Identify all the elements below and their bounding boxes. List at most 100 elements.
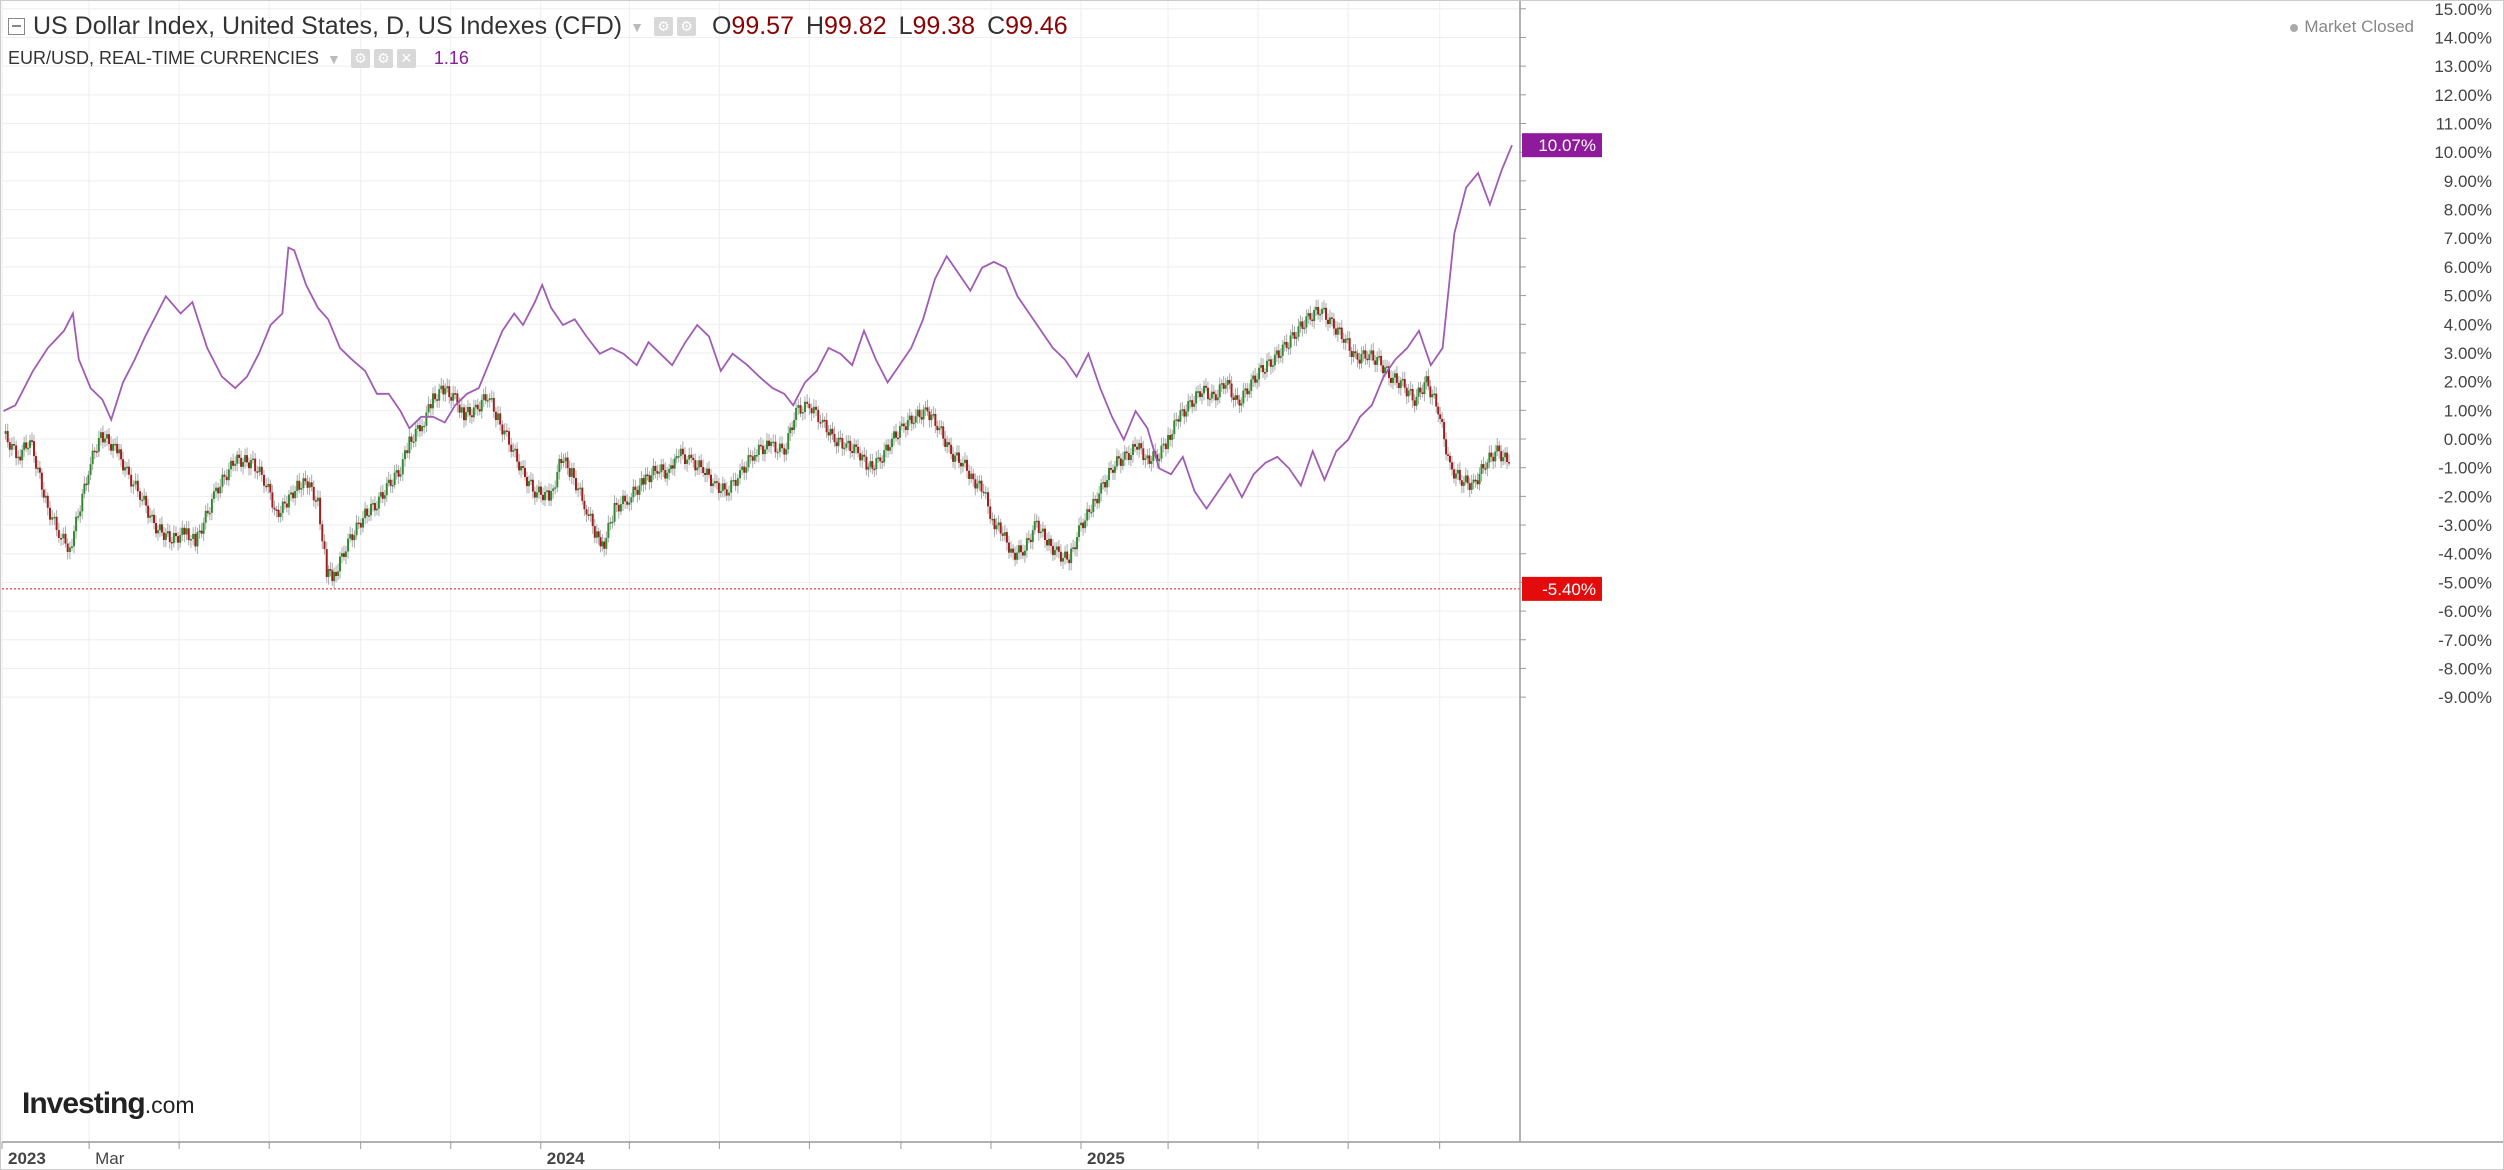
candle-body — [240, 457, 243, 467]
candle-body — [739, 470, 742, 479]
candle-body — [698, 460, 701, 468]
candle-body — [145, 495, 148, 506]
candle-body — [503, 430, 506, 435]
candle-body — [974, 479, 977, 489]
candle-body — [706, 468, 709, 475]
candle-body — [1492, 456, 1495, 462]
candle-body — [1240, 403, 1243, 406]
candle-body — [1291, 332, 1294, 336]
investing-logo[interactable]: Investing.com — [22, 1087, 195, 1121]
candle-body — [859, 453, 862, 461]
candle-body — [799, 405, 802, 414]
logo-suffix: .com — [144, 1092, 195, 1118]
candle-body — [993, 518, 996, 530]
candle-body — [1092, 499, 1095, 512]
candle-body — [1450, 462, 1453, 470]
candle-body — [812, 406, 815, 414]
candle-body — [1185, 411, 1188, 417]
candle-body — [204, 510, 207, 523]
candle-body — [1156, 454, 1159, 462]
candle-body — [265, 485, 268, 488]
candle-body — [753, 455, 756, 461]
candle-body — [1204, 385, 1207, 388]
candle-body — [749, 455, 752, 457]
candle-body — [1102, 482, 1105, 484]
candle-body — [1197, 391, 1200, 393]
candle-body — [1212, 391, 1215, 395]
candle-body — [767, 440, 770, 447]
settings-icon[interactable]: ⚙ — [350, 49, 370, 68]
candle-body — [181, 527, 184, 536]
usd-index-series — [4, 299, 1511, 589]
candle-body — [1334, 328, 1337, 335]
candle-body — [1356, 353, 1359, 360]
candle-body — [170, 541, 173, 544]
candle-body — [1096, 499, 1099, 504]
settings-icon[interactable]: ⚙ — [676, 17, 696, 36]
candle-body — [1136, 446, 1139, 450]
candle-body — [1508, 462, 1511, 464]
chart-title[interactable]: US Dollar Index, United States, D, US In… — [33, 12, 623, 40]
ohlc-close-value: 99.46 — [1005, 12, 1068, 40]
candle-body — [101, 432, 104, 443]
candle-body — [1244, 388, 1247, 391]
candle-body — [774, 441, 777, 453]
candle-body — [1506, 452, 1509, 463]
candle-body — [1146, 455, 1149, 459]
candle-body — [522, 466, 525, 468]
candle-body — [1364, 350, 1367, 359]
candle-body — [1435, 393, 1438, 407]
caret-down-icon[interactable]: ▼ — [630, 18, 644, 35]
candle-body — [440, 385, 443, 390]
candle-body — [53, 516, 56, 519]
candle-body — [368, 515, 371, 517]
candle-body — [1076, 536, 1079, 550]
y-tick-label: -6.00% — [2438, 602, 2492, 621]
candle-body — [1366, 358, 1369, 361]
candle-body — [64, 533, 67, 544]
candle-body — [1111, 469, 1114, 473]
candle-body — [568, 468, 571, 477]
close-icon[interactable]: ✕ — [396, 49, 416, 68]
candle-body — [652, 465, 655, 476]
candle-body — [132, 484, 135, 487]
candle-body — [1064, 551, 1067, 558]
candle-body — [514, 448, 517, 451]
candle-body — [1148, 455, 1151, 464]
secondary-symbol[interactable]: EUR/USD, REAL-TIME CURRENCIES — [8, 48, 320, 68]
candle-body — [298, 480, 301, 490]
candle-body — [855, 444, 858, 447]
candle-body — [924, 407, 927, 410]
settings-icon[interactable]: ⚙ — [653, 17, 673, 36]
candle-body — [827, 432, 830, 436]
candle-body — [1425, 376, 1428, 383]
caret-down-icon[interactable]: ▼ — [327, 50, 341, 67]
settings-icon[interactable]: ⚙ — [373, 49, 393, 68]
candle-body — [314, 500, 317, 502]
candle-body — [1012, 548, 1015, 553]
y-tick-label: 5.00% — [2444, 287, 2492, 306]
candle-body — [99, 432, 102, 439]
candle-body — [304, 478, 307, 482]
candle-body — [552, 488, 555, 491]
candle-body — [609, 522, 612, 524]
y-tick-label: 0.00% — [2444, 430, 2492, 449]
candle-body — [644, 474, 647, 485]
candle-body — [692, 457, 695, 461]
candle-body — [1277, 350, 1280, 358]
primary-legend: US Dollar Index, United States, D, US In… — [8, 12, 1068, 41]
candle-body — [296, 480, 299, 492]
x-tick-label: 2025 — [1087, 1149, 1125, 1168]
candle-body — [1319, 314, 1322, 316]
candle-body — [1384, 367, 1387, 374]
candle-body — [77, 516, 80, 518]
candle-body — [1478, 473, 1481, 485]
candle-body — [730, 480, 733, 493]
candle-body — [292, 492, 295, 499]
candle-body — [873, 468, 876, 471]
candle-body — [1474, 479, 1477, 482]
candle-body — [1289, 335, 1292, 348]
collapse-icon[interactable] — [8, 18, 25, 35]
candle-body — [1003, 532, 1006, 536]
